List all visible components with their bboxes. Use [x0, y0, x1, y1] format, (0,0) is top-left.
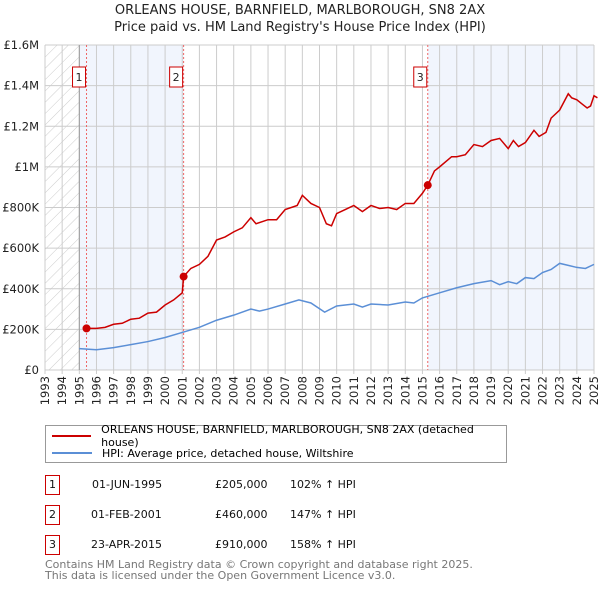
y-tick-label: £1.6M: [3, 38, 39, 52]
sale-hpi: 147% ↑ HPI: [290, 508, 356, 521]
sale-marker-box: [72, 66, 87, 88]
sale-date: 01-JUN-1995: [92, 478, 163, 491]
sale-date: 01-FEB-2001: [91, 508, 162, 521]
sale-marker-box: [169, 66, 184, 88]
chart-subtitle: Price paid vs. HM Land Registry's House …: [114, 20, 486, 35]
sale-point: [179, 272, 188, 281]
x-tick-label: 2005: [244, 376, 258, 405]
x-tick-label: 2003: [210, 376, 224, 405]
y-tick-label: £400K: [2, 282, 39, 296]
x-tick-label: 2019: [484, 376, 498, 405]
sale-point: [423, 181, 432, 190]
sale-marker-label: 2: [173, 71, 180, 84]
x-tick-label: 1997: [107, 376, 121, 405]
legend-item-property: ORLEANS HOUSE, BARNFIELD, MARLBOROUGH, S…: [46, 423, 506, 449]
y-tick-label: £800K: [2, 201, 39, 215]
attribution: Contains HM Land Registry data © Crown c…: [45, 559, 473, 581]
chart-title: ORLEANS HOUSE, BARNFIELD, MARLBOROUGH, S…: [114, 3, 486, 18]
property-price-line: [86, 92, 598, 330]
x-tick-label: 1993: [38, 376, 52, 405]
legend: ORLEANS HOUSE, BARNFIELD, MARLBOROUGH, S…: [45, 423, 507, 463]
x-tick-label: 2008: [295, 376, 309, 405]
x-tick-label: 2014: [398, 376, 412, 405]
attribution-line-1: Contains HM Land Registry data © Crown c…: [45, 558, 473, 571]
sale-marker-box: [413, 66, 428, 88]
legend-item-hpi: HPI: Average price, detached house, Wilt…: [46, 445, 354, 461]
hpi-line: [79, 262, 595, 351]
x-tick-label: 1995: [72, 376, 86, 405]
sale-hpi: 158% ↑ HPI: [290, 538, 356, 551]
x-tick-label: 2018: [467, 376, 481, 405]
x-tick-label: 2020: [501, 376, 515, 405]
x-tick-label: 2013: [381, 376, 395, 405]
sale-price: £460,000: [215, 508, 268, 521]
sale-marker-label: 1: [76, 71, 83, 84]
x-tick-label: 2004: [227, 376, 241, 405]
sale-marker-label: 1: [45, 475, 60, 495]
x-tick-label: 1994: [55, 376, 69, 405]
x-tick-label: 2023: [553, 376, 567, 405]
x-tick-label: 2012: [364, 376, 378, 405]
x-tick-label: 1999: [141, 376, 155, 405]
sale-price: £205,000: [215, 478, 268, 491]
price-chart: 1993 1994 1995 1996 1997 1998 1999 2000 2001 2002…: [2, 38, 600, 405]
x-tick-label: 2025: [587, 376, 600, 405]
sale-row: 2 01-FEB-2001 £460,000 147% ↑ HPI: [45, 505, 545, 525]
x-tick-label: 2021: [518, 376, 532, 405]
y-tick-label: £600K: [2, 241, 39, 255]
y-tick-label: £0: [24, 363, 39, 377]
x-tick-label: 1996: [89, 376, 103, 405]
sale-marker-label: 3: [417, 71, 424, 84]
x-tick-label: 2007: [278, 376, 292, 405]
sale-hpi: 102% ↑ HPI: [290, 478, 356, 491]
x-tick-label: 2002: [192, 376, 206, 405]
x-tick-label: 2006: [261, 376, 275, 405]
x-tick-label: 2016: [433, 376, 447, 405]
x-tick-label: 2000: [158, 376, 172, 405]
sale-date: 23-APR-2015: [91, 538, 163, 551]
y-tick-label: £1M: [14, 160, 39, 174]
sale-row: 1 01-JUN-1995 £205,000 102% ↑ HPI: [45, 475, 545, 495]
y-tick-label: £1.2M: [3, 119, 39, 133]
x-tick-label: 2022: [536, 376, 550, 405]
x-tick-label: 2015: [415, 376, 429, 405]
sale-price: £910,000: [215, 538, 268, 551]
legend-label-property: ORLEANS HOUSE, BARNFIELD, MARLBOROUGH, S…: [101, 423, 474, 449]
attribution-line-2: This data is licensed under the Open Gov…: [45, 569, 396, 582]
x-tick-label: 2010: [330, 376, 344, 405]
x-tick-label: 2009: [313, 376, 327, 405]
sale-marker-label: 3: [45, 535, 60, 555]
legend-label-hpi: HPI: Average price, detached house, Wilt…: [102, 446, 354, 460]
x-tick-label: 2011: [347, 376, 361, 405]
y-tick-label: £1.4M: [3, 79, 39, 93]
x-tick-label: 2001: [175, 376, 189, 405]
x-tick-label: 1998: [124, 376, 138, 405]
sale-row: 3 23-APR-2015 £910,000 158% ↑ HPI: [45, 535, 545, 555]
x-tick-label: 2024: [570, 376, 584, 405]
x-tick-label: 2017: [450, 376, 464, 405]
y-tick-label: £200K: [2, 322, 39, 336]
sale-point: [82, 324, 91, 333]
sale-marker-label: 2: [45, 505, 60, 525]
